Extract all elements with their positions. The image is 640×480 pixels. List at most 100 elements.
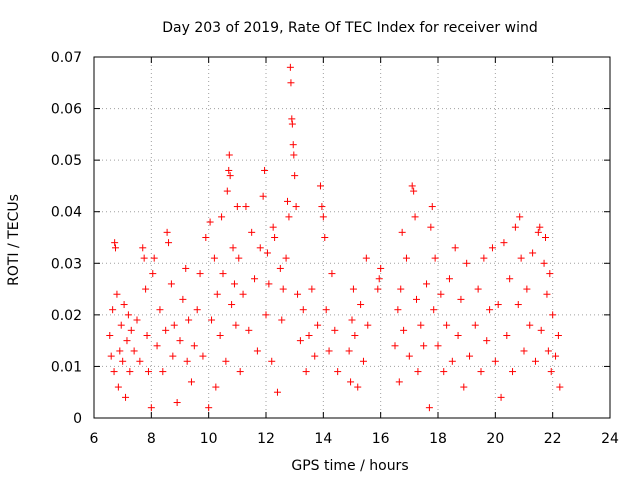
data-point	[497, 393, 505, 401]
data-point	[269, 223, 277, 231]
data-point	[414, 368, 422, 376]
data-point	[549, 311, 557, 319]
data-point	[547, 368, 555, 376]
data-point	[391, 342, 399, 350]
data-point	[543, 290, 551, 298]
x-tick-label: 10	[200, 431, 218, 447]
data-point	[460, 383, 468, 391]
data-point	[288, 115, 296, 123]
data-point	[144, 368, 152, 376]
y-tick-label: 0.02	[51, 308, 82, 324]
data-point	[397, 285, 405, 293]
data-point	[348, 316, 356, 324]
data-point	[296, 337, 304, 345]
data-point	[427, 223, 435, 231]
data-point	[156, 306, 164, 314]
data-point	[311, 352, 319, 360]
data-point	[222, 357, 230, 365]
data-point	[474, 285, 482, 293]
data-point	[316, 182, 324, 190]
data-point	[167, 280, 175, 288]
data-point	[233, 203, 241, 211]
data-point	[537, 326, 545, 334]
data-point	[457, 295, 465, 303]
data-point	[245, 326, 253, 334]
data-point	[431, 254, 439, 262]
data-point	[411, 213, 419, 221]
x-tick-label: 20	[486, 431, 504, 447]
data-point	[176, 337, 184, 345]
y-tick-label: 0.07	[51, 50, 82, 66]
data-point	[193, 306, 201, 314]
data-point	[153, 342, 161, 350]
data-point	[170, 321, 178, 329]
data-point	[434, 342, 442, 350]
data-point	[454, 331, 462, 339]
data-point	[202, 234, 210, 241]
data-point	[428, 203, 436, 211]
data-point	[106, 331, 114, 339]
data-point	[268, 357, 276, 365]
data-point	[523, 285, 531, 293]
data-point	[279, 285, 287, 293]
data-point	[216, 331, 224, 339]
data-point	[506, 275, 514, 283]
data-point	[248, 228, 256, 236]
data-point	[410, 187, 418, 195]
data-point	[374, 285, 382, 293]
data-point	[529, 249, 537, 257]
data-point	[402, 254, 410, 262]
data-point	[556, 383, 564, 391]
data-point	[544, 347, 552, 355]
data-point	[288, 120, 296, 128]
data-point	[451, 244, 459, 252]
data-point	[109, 306, 117, 314]
data-point	[503, 331, 511, 339]
data-point	[430, 306, 438, 314]
data-point	[491, 357, 499, 365]
data-point	[345, 347, 353, 355]
data-point	[208, 316, 216, 324]
data-point	[107, 352, 115, 360]
data-point	[276, 264, 284, 272]
data-point	[253, 347, 261, 355]
data-point	[133, 316, 141, 324]
data-point	[111, 239, 119, 247]
y-tick-label: 0.05	[51, 153, 82, 169]
data-point	[259, 192, 267, 200]
data-point	[185, 316, 193, 324]
data-point	[319, 213, 327, 221]
data-point	[349, 285, 357, 293]
data-point	[354, 383, 362, 391]
data-point	[290, 151, 298, 159]
data-point	[179, 295, 187, 303]
data-point	[169, 352, 177, 360]
data-point	[126, 368, 134, 376]
data-point	[322, 306, 330, 314]
data-point	[302, 368, 310, 376]
data-point	[546, 270, 554, 278]
data-point	[437, 290, 445, 298]
data-point	[405, 352, 413, 360]
x-tick-label: 6	[90, 431, 99, 447]
data-point	[190, 342, 198, 350]
data-point	[526, 321, 534, 329]
data-point	[123, 337, 131, 345]
data-point	[375, 275, 383, 283]
x-tick-label: 14	[314, 431, 332, 447]
data-point	[206, 218, 214, 226]
data-point	[440, 368, 448, 376]
data-point	[417, 321, 425, 329]
data-point	[463, 259, 471, 267]
plot-area	[93, 56, 611, 419]
data-point	[163, 228, 171, 236]
data-point	[466, 352, 474, 360]
data-point	[271, 234, 279, 241]
x-axis-label: GPS time / hours	[291, 458, 408, 474]
data-point	[511, 223, 519, 231]
data-point	[149, 270, 157, 278]
data-point	[486, 306, 494, 314]
data-point	[351, 331, 359, 339]
data-point	[112, 244, 119, 252]
